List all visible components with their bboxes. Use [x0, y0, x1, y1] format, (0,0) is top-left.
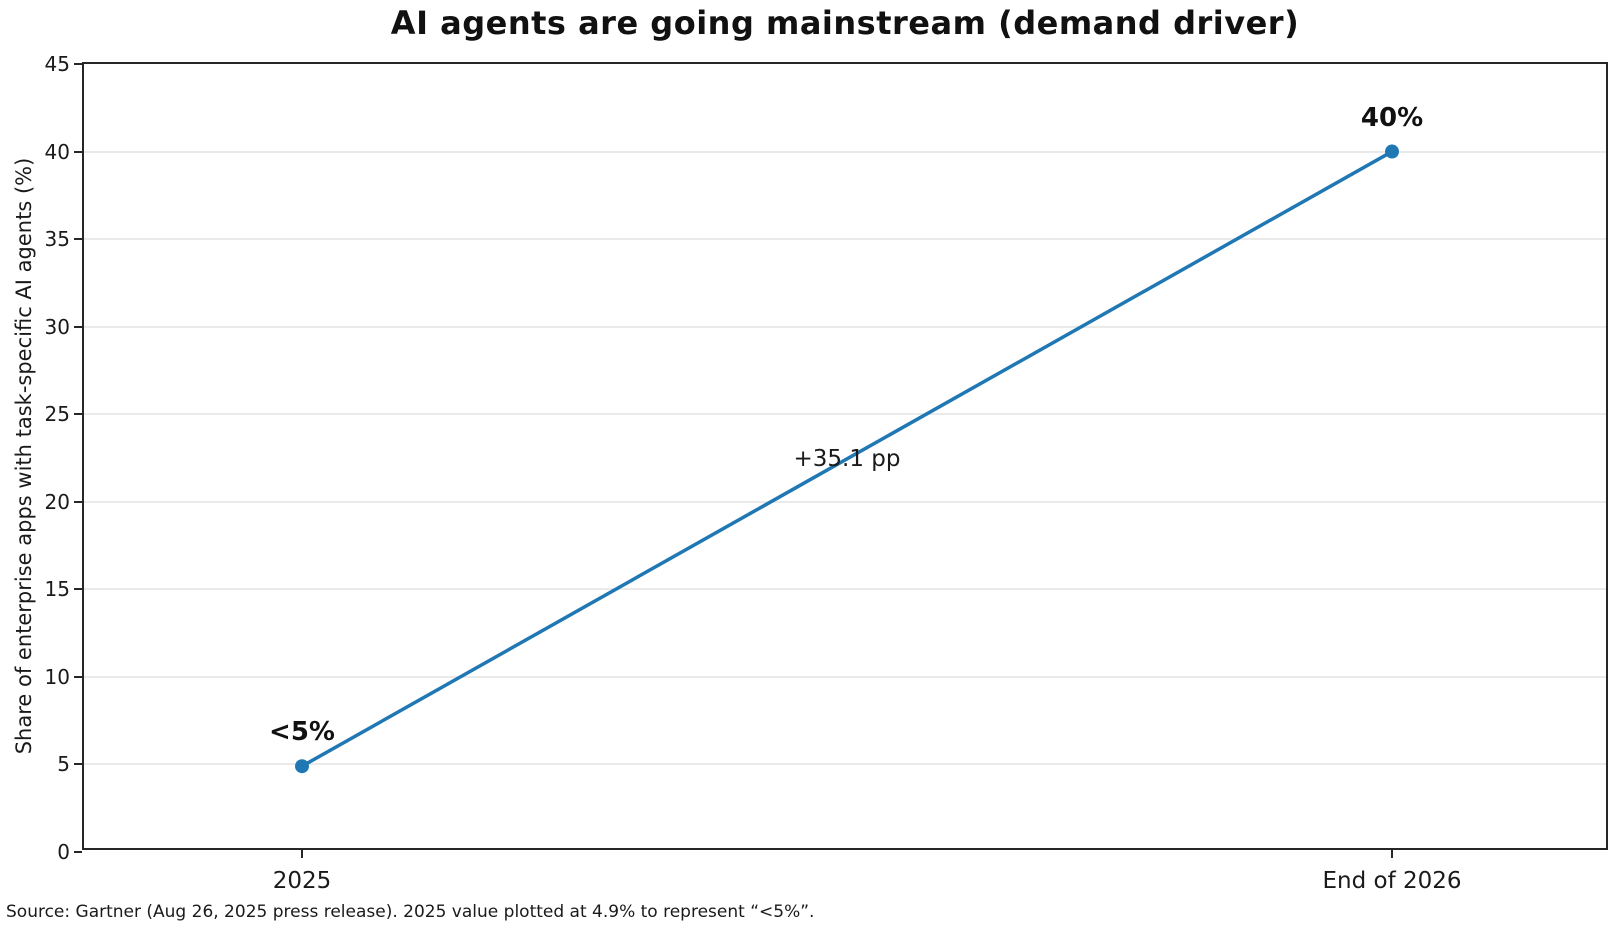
chart-title: AI agents are going mainstream (demand d… [390, 4, 1300, 42]
data-point-label: <5% [269, 717, 335, 748]
data-point-marker [295, 759, 309, 774]
y-tick-label: 35 [44, 227, 70, 252]
y-tick-label: 30 [44, 314, 70, 339]
y-tick-label: 0 [57, 840, 70, 864]
y-tick-label: 10 [44, 664, 70, 689]
data-point-marker [1385, 144, 1399, 159]
y-axis-tick [74, 763, 82, 766]
x-tick-label: 2025 [272, 868, 332, 894]
gridline [84, 763, 1606, 766]
y-tick-label: 20 [44, 489, 70, 514]
y-axis-tick [74, 325, 82, 328]
y-axis-tick [74, 150, 82, 153]
y-axis-label: Share of enterprise apps with task-speci… [12, 157, 36, 755]
y-tick-label: 25 [44, 402, 70, 427]
trend-line [301, 150, 1393, 768]
gridline [84, 238, 1606, 241]
y-tick-label: 5 [57, 752, 70, 777]
y-axis-tick [74, 588, 82, 591]
series-svg [295, 144, 1399, 774]
y-axis-tick [74, 238, 82, 241]
gridline [84, 413, 1606, 416]
gridline [84, 588, 1606, 591]
y-axis-tick [74, 851, 82, 853]
gridline [84, 150, 1606, 153]
y-tick-label: 15 [44, 577, 70, 602]
source-note: Source: Gartner (Aug 26, 2025 press rele… [6, 902, 815, 922]
gridline [84, 500, 1606, 503]
y-axis-tick [74, 413, 82, 416]
y-tick-label: 45 [44, 52, 70, 76]
x-axis-tick [1391, 850, 1393, 858]
gridline [84, 325, 1606, 328]
x-tick-label: End of 2026 [1322, 868, 1462, 894]
data-point-label: 40% [1360, 102, 1424, 133]
gridline [84, 675, 1606, 678]
plot-area: +35.1 pp 0 5 10 15 20 25 30 35 40 45 2025 End of 20… [45, 52, 1608, 894]
x-axis-tick [301, 850, 303, 858]
y-axis-tick [74, 500, 82, 503]
y-tick-label: 40 [44, 139, 70, 164]
delta-annotation: +35.1 pp [793, 445, 901, 472]
y-axis-tick [74, 63, 82, 65]
y-axis-tick [74, 675, 82, 678]
